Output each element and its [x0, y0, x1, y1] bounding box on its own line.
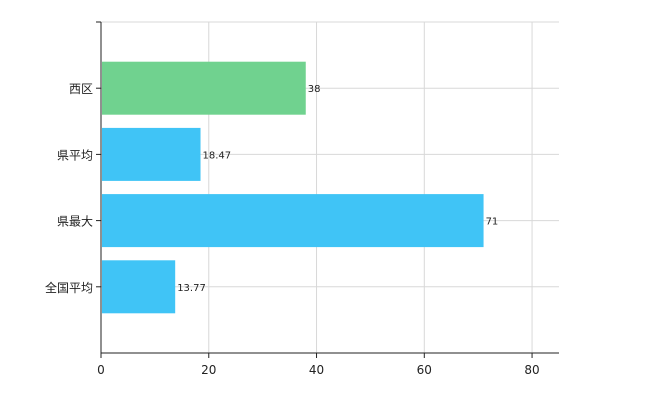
y-tick-label: 全国平均	[45, 280, 93, 295]
bar	[102, 127, 201, 181]
bar	[102, 61, 306, 115]
bar	[102, 260, 176, 314]
bar	[102, 194, 484, 248]
x-tick-label: 60	[417, 363, 432, 377]
labels: 38 西区 18.47 県平均 71 県最大 13.77 全国平均 0 20 40 60 80	[45, 82, 540, 377]
data-label: 18.47	[203, 150, 232, 161]
x-tick-label: 40	[309, 363, 324, 377]
bars	[102, 61, 484, 314]
x-tick-label: 80	[524, 363, 539, 377]
data-label: 38	[308, 84, 321, 95]
y-tick-label: 県平均	[57, 148, 93, 162]
x-tick-label: 20	[201, 363, 216, 377]
data-label: 13.77	[177, 283, 206, 294]
axes	[96, 21, 559, 358]
x-tick-label: 0	[97, 363, 105, 377]
y-tick-label: 県最大	[57, 215, 93, 229]
y-tick-label: 西区	[69, 82, 93, 96]
data-label: 71	[486, 217, 499, 228]
